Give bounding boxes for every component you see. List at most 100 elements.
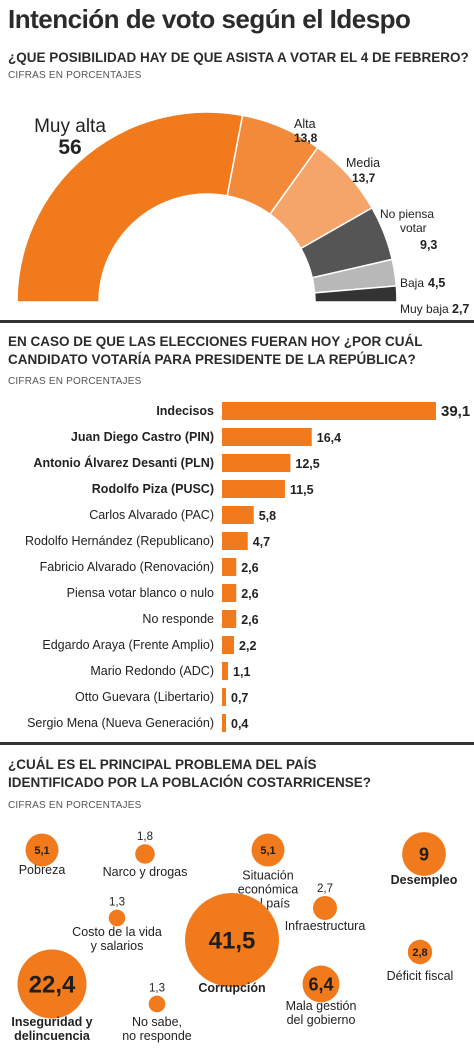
section2-subtitle: CIFRAS EN PORCENTAJES — [8, 376, 142, 387]
bubble-value-label: 1,3 — [149, 983, 165, 995]
bubble — [25, 833, 59, 867]
bar-category-label: Rodolfo Piza (PUSC) — [92, 482, 214, 496]
section2-question-line2: CANDIDATO VOTARÍA PARA PRESIDENTE DE LA … — [8, 352, 416, 367]
bar — [222, 714, 226, 732]
bubble-category-label: delincuencia — [14, 1029, 91, 1043]
bubble — [302, 965, 340, 1003]
donut-value-label: 9,3 — [420, 238, 437, 252]
bubble-category-label: Situación — [242, 868, 293, 882]
bar-category-label: Edgardo Araya (Frente Amplio) — [42, 638, 214, 652]
bubble-category-label: No sabe, — [132, 1015, 182, 1029]
bubble-value-label: 5,1 — [260, 845, 275, 857]
bar-value-label: 0,7 — [231, 691, 248, 705]
bubble — [251, 833, 285, 867]
bar-value-label: 0,4 — [231, 717, 248, 731]
bar — [222, 688, 226, 706]
page-title: Intención de voto según el Idespo — [8, 4, 411, 34]
bar-chart: Indecisos 39,1 Juan Diego Castro (PIN) 16,4… — [25, 402, 470, 732]
bar — [222, 402, 436, 420]
bar-category-label: Piensa votar blanco o nulo — [67, 586, 214, 600]
bar-category-label: Antonio Álvarez Desanti (PLN) — [33, 455, 214, 470]
bubble-category-label: del gobierno — [287, 1013, 356, 1027]
section3-subtitle: CIFRAS EN PORCENTAJES — [8, 800, 142, 811]
bubble-category-label: Infraestructura — [285, 919, 366, 933]
bubble-value-label: 5,1 — [34, 845, 49, 857]
bar-value-label: 12,5 — [295, 457, 319, 471]
bar-category-label: Sergio Mena (Nueva Generación) — [27, 716, 214, 730]
bubble — [407, 939, 433, 965]
bubble-value-label: 2,7 — [317, 883, 333, 895]
bar — [222, 532, 248, 550]
bubble-value-label: 1,8 — [137, 831, 153, 843]
bar-value-label: 16,4 — [317, 431, 341, 445]
bubble-category-label: Mala gestión — [286, 999, 357, 1013]
bubble-category-label: Desempleo — [391, 873, 458, 887]
bubble-value-label: 9 — [419, 844, 429, 864]
donut-value-label: 13,7 — [352, 171, 376, 185]
donut-value-label: 4,5 — [428, 276, 445, 290]
bubble-value-label: 2,8 — [412, 947, 427, 959]
bar-value-label: 1,1 — [233, 665, 250, 679]
bubble-category-label: y salarios — [91, 939, 144, 953]
section3-question-line1: ¿CUÁL ES EL PRINCIPAL PROBLEMA DEL PAÍS — [8, 757, 317, 772]
bubble — [313, 896, 337, 920]
bubble-value-label: 22,4 — [29, 971, 76, 998]
section1-subtitle: CIFRAS EN PORCENTAJES — [8, 70, 142, 81]
donut-category-label: votar — [400, 221, 427, 235]
donut-category-label: Muy baja — [400, 302, 449, 316]
section2-question-line1: EN CASO DE QUE LAS ELECCIONES FUERAN HOY… — [8, 334, 423, 349]
section3-question-line2: IDENTIFICADO POR LA POBLACIÓN COSTARRICE… — [8, 775, 372, 790]
bubble — [135, 844, 155, 864]
bar-value-label: 11,5 — [290, 483, 314, 497]
bar-category-label: Carlos Alvarado (PAC) — [89, 508, 214, 522]
bar-category-label: Otto Guevara (Libertario) — [75, 690, 214, 704]
bubble — [185, 893, 279, 987]
bubble-value-label: 41,5 — [209, 927, 256, 954]
bubble-value-label: 6,4 — [308, 974, 333, 994]
bar — [222, 454, 291, 472]
divider-1 — [0, 320, 474, 323]
bar-value-label: 2,6 — [241, 587, 258, 601]
bubble-category-label: Costo de la vida — [72, 925, 162, 939]
bubble-value-label: 1,3 — [109, 897, 125, 909]
donut-value-label: 2,7 — [452, 302, 469, 316]
section1-question: ¿QUE POSIBILIDAD HAY DE QUE ASISTA A VOT… — [8, 50, 469, 65]
bar — [222, 428, 312, 446]
bubble — [17, 949, 87, 1019]
bar — [222, 480, 285, 498]
bar-value-label: 5,8 — [259, 509, 276, 523]
bar — [222, 506, 254, 524]
bar — [222, 558, 237, 576]
bar-value-label: 39,1 — [441, 403, 470, 420]
bar-category-label: No responde — [142, 612, 214, 626]
bar — [222, 610, 237, 628]
bubble-chart: 5,1 Pobreza 1,8 Narco y drogas 5,1 Situacióne… — [11, 831, 458, 1043]
bar-category-label: Mario Redondo (ADC) — [90, 664, 214, 678]
donut-value-label: 13,8 — [294, 131, 318, 145]
donut-category-label: Alta — [294, 117, 316, 131]
bubble-category-label: Inseguridad y — [11, 1015, 92, 1029]
bar-category-label: Indecisos — [156, 404, 214, 418]
divider-2 — [0, 742, 474, 745]
bar-category-label: Juan Diego Castro (PIN) — [71, 430, 214, 444]
bubble — [402, 832, 446, 876]
bar-value-label: 2,6 — [241, 561, 258, 575]
bubble-category-label: no responde — [122, 1029, 192, 1043]
bar-value-label: 2,2 — [239, 639, 256, 653]
bubble — [108, 909, 126, 927]
bar-value-label: 2,6 — [241, 613, 258, 627]
donut-category-label: Muy alta — [34, 116, 106, 137]
bar-value-label: 4,7 — [253, 535, 270, 549]
donut-category-label: Baja — [400, 276, 424, 290]
donut-category-label: No piensa — [380, 207, 434, 221]
donut-category-label: Media — [346, 156, 380, 170]
bubble-category-label: Narco y drogas — [103, 865, 188, 879]
bar-category-label: Rodolfo Hernández (Republicano) — [25, 534, 214, 548]
bubble-category-label: económica — [238, 882, 298, 896]
bubble — [148, 995, 166, 1013]
bar — [222, 636, 235, 654]
bar-category-label: Fabricio Alvarado (Renovación) — [40, 560, 214, 574]
bubble-category-label: Pobreza — [19, 863, 66, 877]
bubble-category-label: Corrupción — [198, 981, 265, 995]
